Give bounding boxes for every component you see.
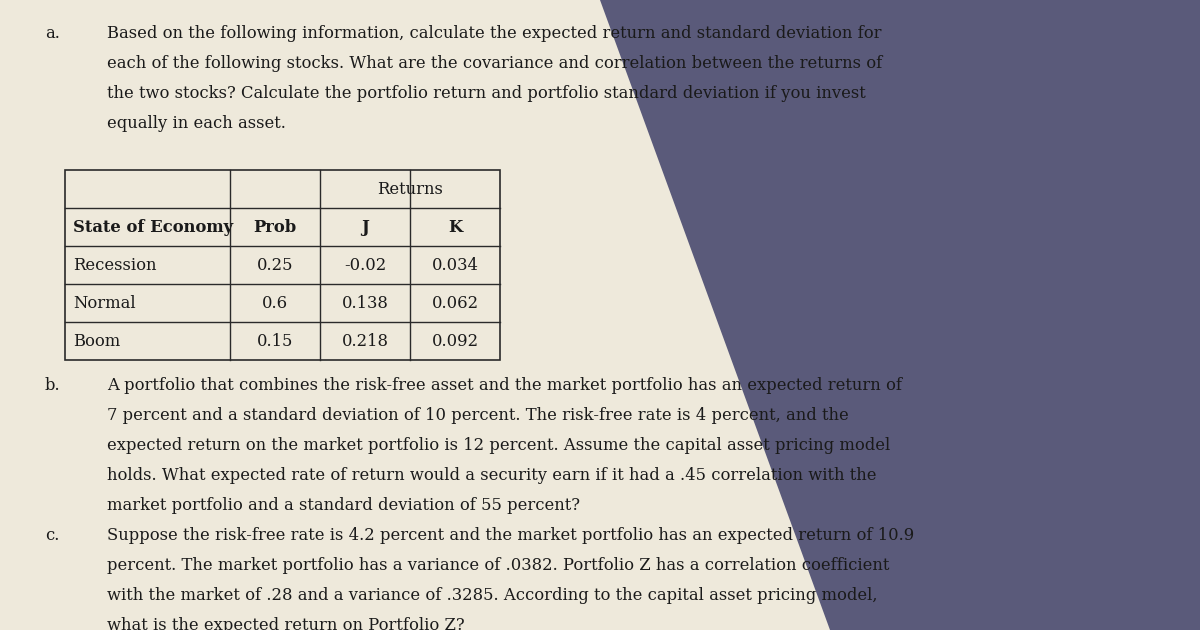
Text: 0.15: 0.15 [257, 333, 293, 350]
Text: with the market of .28 and a variance of .3285. According to the capital asset p: with the market of .28 and a variance of… [107, 587, 877, 604]
Text: Normal: Normal [73, 294, 136, 311]
Text: holds. What expected rate of return would a security earn if it had a .45 correl: holds. What expected rate of return woul… [107, 467, 876, 484]
Text: 7 percent and a standard deviation of 10 percent. The risk-free rate is 4 percen: 7 percent and a standard deviation of 10… [107, 407, 848, 424]
Polygon shape [0, 0, 830, 630]
Text: 0.6: 0.6 [262, 294, 288, 311]
Text: market portfolio and a standard deviation of 55 percent?: market portfolio and a standard deviatio… [107, 497, 580, 514]
Text: each of the following stocks. What are the covariance and correlation between th: each of the following stocks. What are t… [107, 55, 882, 72]
Text: 0.062: 0.062 [432, 294, 479, 311]
Text: Prob: Prob [253, 219, 296, 236]
Polygon shape [500, 0, 1200, 630]
Text: expected return on the market portfolio is 12 percent. Assume the capital asset : expected return on the market portfolio … [107, 437, 890, 454]
Text: 0.218: 0.218 [342, 333, 389, 350]
Text: State of Economy: State of Economy [73, 219, 233, 236]
Text: Returns: Returns [377, 181, 443, 197]
Text: equally in each asset.: equally in each asset. [107, 115, 286, 132]
Text: c.: c. [46, 527, 59, 544]
Text: J: J [361, 219, 368, 236]
Text: the two stocks? Calculate the portfolio return and portfolio standard deviation : the two stocks? Calculate the portfolio … [107, 85, 865, 102]
Text: b.: b. [46, 377, 61, 394]
Text: percent. The market portfolio has a variance of .0382. Portfolio Z has a correla: percent. The market portfolio has a vari… [107, 557, 889, 574]
Text: -0.02: -0.02 [344, 256, 386, 273]
Bar [65, 170, 500, 360]
Text: K: K [448, 219, 462, 236]
Text: a.: a. [46, 25, 60, 42]
Text: what is the expected return on Portfolio Z?: what is the expected return on Portfolio… [107, 617, 464, 630]
Text: 0.138: 0.138 [342, 294, 389, 311]
Text: 0.034: 0.034 [432, 256, 479, 273]
Text: 0.092: 0.092 [432, 333, 479, 350]
Text: 0.25: 0.25 [257, 256, 293, 273]
Text: Boom: Boom [73, 333, 120, 350]
Text: Recession: Recession [73, 256, 156, 273]
Text: Suppose the risk-free rate is 4.2 percent and the market portfolio has an expect: Suppose the risk-free rate is 4.2 percen… [107, 527, 914, 544]
Text: A portfolio that combines the risk-free asset and the market portfolio has an ex: A portfolio that combines the risk-free … [107, 377, 902, 394]
Text: Based on the following information, calculate the expected return and standard d: Based on the following information, calc… [107, 25, 882, 42]
